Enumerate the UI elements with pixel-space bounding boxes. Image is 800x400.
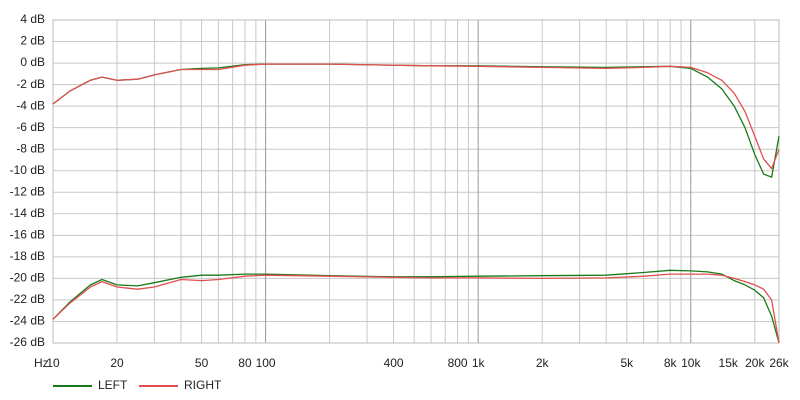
x-tick-label: 1k [472, 356, 486, 370]
response-line [52, 269, 780, 344]
y-tick-label: -12 dB [10, 184, 45, 198]
y-tick-label: 4 dB [20, 12, 45, 26]
x-tick-label: 10 [46, 356, 60, 370]
y-tick-label: -10 dB [10, 163, 45, 177]
x-unit-label: Hz [34, 356, 49, 370]
y-tick-label: -2 dB [16, 77, 45, 91]
y-tick-label: -14 dB [10, 206, 45, 220]
x-tick-label: 20 [110, 356, 124, 370]
legend-label: LEFT [98, 378, 128, 392]
y-tick-label: -4 dB [16, 98, 45, 112]
x-tick-label: 15k [719, 356, 739, 370]
response-line [52, 63, 780, 170]
x-tick-label: 80 [238, 356, 252, 370]
y-tick-label: 2 dB [20, 34, 45, 48]
x-tick-label: 100 [256, 356, 276, 370]
y-tick-label: -22 dB [10, 292, 45, 306]
x-tick-label: 800 [448, 356, 468, 370]
y-tick-label: -6 dB [16, 120, 45, 134]
x-tick-label: 400 [384, 356, 404, 370]
y-tick-label: -24 dB [10, 314, 45, 328]
response-line [52, 273, 780, 344]
x-tick-label: 8k [664, 356, 678, 370]
y-tick-label: -26 dB [10, 335, 45, 349]
x-tick-label: 50 [195, 356, 209, 370]
y-tick-label: -8 dB [16, 141, 45, 155]
x-tick-label: 10k [681, 356, 701, 370]
y-tick-label: -16 dB [10, 228, 45, 242]
x-tick-label: 20k [745, 356, 765, 370]
y-tick-label: 0 dB [20, 55, 45, 69]
x-tick-label: 26k [769, 356, 789, 370]
x-tick-label: 5k [620, 356, 634, 370]
legend-label: RIGHT [184, 378, 222, 392]
x-tick-label: 2k [536, 356, 550, 370]
y-tick-label: -20 dB [10, 271, 45, 285]
y-tick-label: -18 dB [10, 249, 45, 263]
plot-frame [52, 19, 780, 344]
